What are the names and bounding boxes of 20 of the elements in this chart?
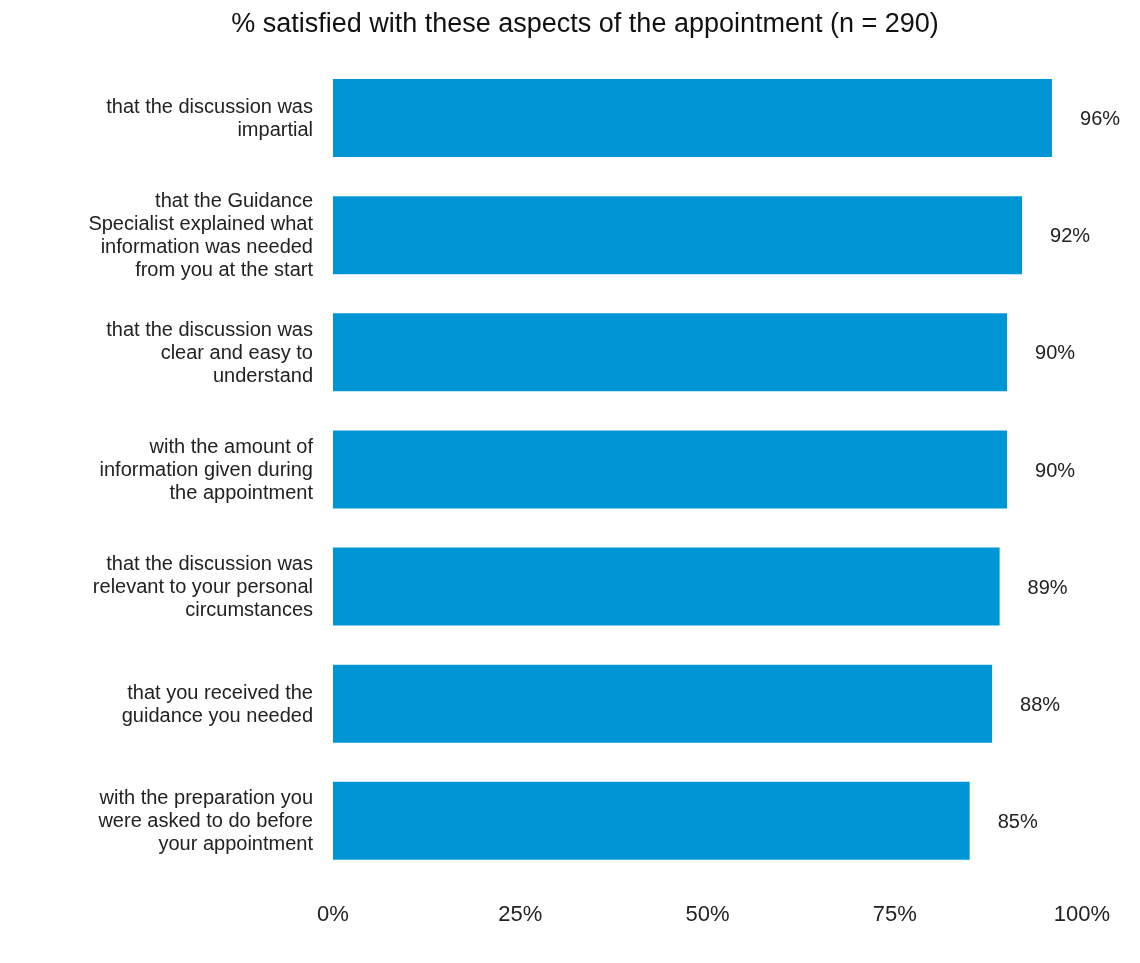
y-tick-label: with the amount of information given during the appointment: [99, 435, 314, 503]
y-tick-label: that the discussion was clear and easy to understand: [106, 317, 313, 386]
y-tick-label: that the discussion was relevant to your personal circumstances: [92, 552, 313, 621]
y-tick-label: that the discussion was impartial: [106, 95, 313, 141]
data-label: 96%: [1080, 107, 1121, 130]
data-label: 89%: [1027, 575, 1068, 598]
y-tick-label: that you received the guidance you needed: [121, 680, 313, 726]
chart-title: % satisfied with these aspects of the appointment (n = 290): [230, 8, 940, 39]
data-label: 88%: [1020, 692, 1061, 715]
y-tick-label: that the Guidance Specialist explained what information was needed from you at the start: [88, 189, 314, 281]
data-label: 90%: [1035, 458, 1076, 481]
x-tick-label: 0%: [317, 900, 349, 926]
x-tick-label: 50%: [685, 900, 730, 926]
y-tick-label: with the preparation you were asked to do before your appointment: [97, 786, 314, 855]
data-label: 85%: [997, 809, 1038, 832]
data-label: 90%: [1035, 341, 1076, 364]
x-tick-label: 100%: [1053, 900, 1111, 926]
x-tick-label: 25%: [498, 900, 543, 926]
data-label: 92%: [1050, 224, 1091, 247]
x-tick-label: 75%: [872, 900, 917, 926]
